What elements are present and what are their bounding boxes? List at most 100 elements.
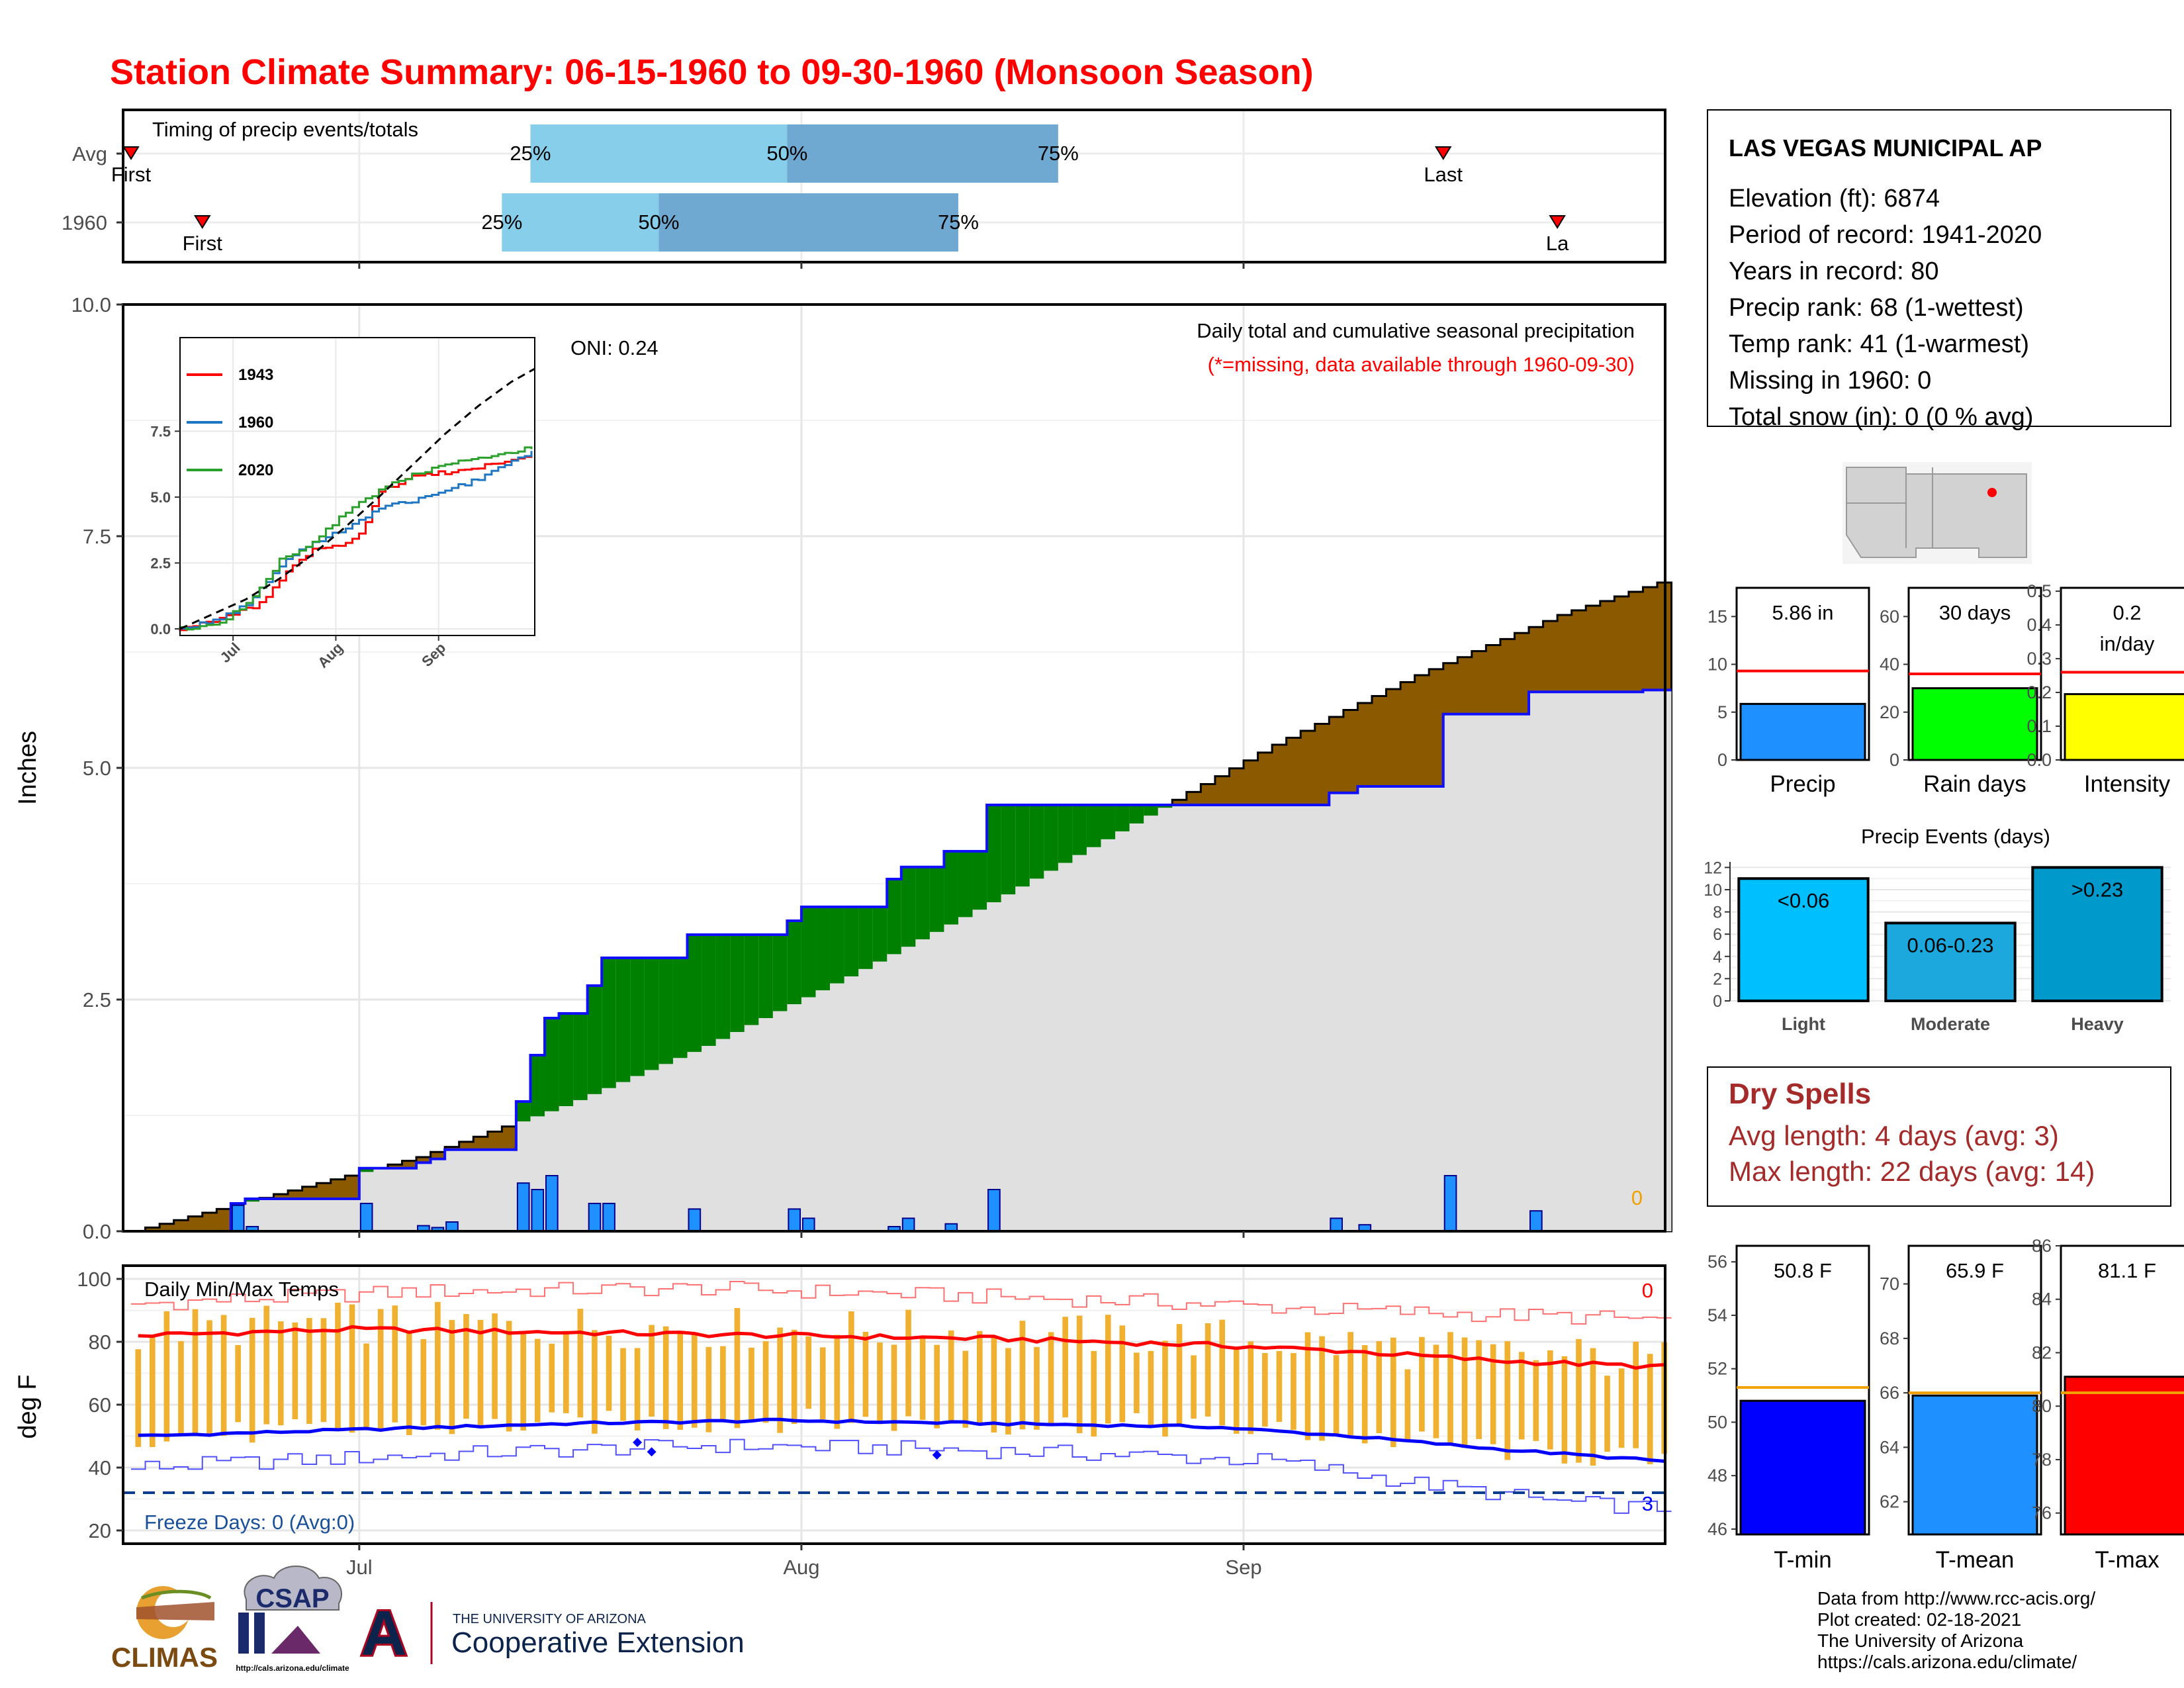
above-average-segment (672, 958, 688, 1058)
precip-ytick-label: 10.0 (71, 293, 111, 316)
oni-label: ONI: 0.24 (570, 336, 659, 359)
summary-ytick-label: 60 (1880, 606, 1899, 626)
daily-precip-bar (1330, 1217, 1343, 1233)
daily-temp-bar (620, 1348, 626, 1421)
daily-temp-bar (805, 1336, 812, 1409)
above-average-segment (801, 907, 816, 998)
summary-ytick-label: 0.3 (2026, 649, 2052, 669)
daily-temp-bar (1034, 1346, 1040, 1430)
daily-precip-bar (445, 1221, 459, 1232)
record-low-line (131, 1438, 1672, 1514)
temp-chart-title: Daily Min/Max Temps (144, 1278, 339, 1301)
daily-temp-bar (192, 1309, 199, 1434)
summary-ytick-label: 80 (2032, 1396, 2052, 1416)
daily-temp-bar (1390, 1337, 1396, 1448)
summary-ytick-label: 0.1 (2026, 716, 2052, 736)
inset-series-2020 (179, 446, 533, 631)
daily-temp-bar (662, 1326, 669, 1429)
above-average-segment (530, 1055, 545, 1117)
summary-value-label: 0.2 (2113, 601, 2141, 624)
precip-event-ytick: 4 (1713, 948, 1722, 966)
precip-event-bar (1884, 921, 2017, 1003)
summary-ytick-label: 0 (1889, 750, 1899, 770)
summary-ytick-label: 0 (1717, 750, 1727, 770)
above-average-segment (987, 805, 1001, 902)
below-average-tmin-point (633, 1438, 643, 1447)
daily-temp-bar (1590, 1348, 1596, 1466)
precip-corner-count: 0 (1631, 1186, 1643, 1209)
timing-p50-label: 50% (638, 211, 679, 234)
daily-temp-bar (934, 1344, 940, 1429)
above-average-segment (1001, 805, 1016, 895)
above-average-segment (915, 867, 930, 939)
timing-last-label: La (1546, 232, 1569, 255)
daily-precip-bar (901, 1217, 915, 1233)
precip-events-title: Precip Events (days) (1861, 825, 2050, 848)
daily-temp-bar (435, 1301, 441, 1430)
precip-ytick-label: 7.5 (83, 525, 111, 548)
daily-temp-bar (1504, 1341, 1511, 1460)
above-average-segment (758, 935, 773, 1018)
daily-temp-bar (834, 1335, 841, 1429)
above-average-segment (559, 1013, 574, 1106)
above-average-segment (659, 958, 673, 1064)
temp-ytick-label: 80 (89, 1331, 111, 1354)
daily-temp-bar (1233, 1347, 1240, 1434)
timing-label: Timing of precip events/totals (152, 118, 418, 141)
above-average-segment (602, 958, 616, 1088)
daily-temp-bar (1604, 1376, 1610, 1452)
timing-first-marker (122, 146, 140, 160)
daily-temp-bar (991, 1337, 997, 1433)
summary-value-label: 30 days (1939, 601, 2011, 624)
daily-temp-bar (392, 1305, 398, 1423)
above-average-segment (844, 907, 859, 976)
summary-bar-t-min (1739, 1399, 1866, 1536)
ua-line-1: THE UNIVERSITY OF ARIZONA (453, 1612, 647, 1626)
above-average-segment (787, 921, 801, 1004)
summary-ytick-label: 50 (1707, 1412, 1727, 1432)
timing-range-25-50 (530, 124, 788, 183)
daily-precip-bar (1529, 1210, 1543, 1232)
footer-line-1: Data from http://www.rcc-acis.org/ (1817, 1588, 2095, 1609)
daily-temp-bar (534, 1338, 541, 1423)
above-average-segment (615, 958, 631, 1082)
summary-ytick-label: 40 (1880, 655, 1899, 675)
above-average-segment (245, 1199, 259, 1202)
temp-count-top: 0 (1642, 1279, 1653, 1302)
daily-temp-bar (577, 1309, 584, 1418)
year-cumulative-area (131, 690, 1672, 1231)
avg-tmin-line (138, 1417, 1664, 1463)
daily-temp-bar (976, 1331, 983, 1425)
locator-map (1843, 462, 2032, 564)
inset-ytick-label: 0.0 (150, 621, 171, 637)
daily-temp-bar (677, 1333, 684, 1430)
inset-series-1960 (179, 451, 533, 630)
inset-average-line (179, 367, 535, 630)
station-line-4: Precip rank: 68 (1-wettest) (1729, 294, 2024, 322)
above-average-segment (772, 935, 788, 1011)
daily-temp-bar (506, 1321, 512, 1432)
summary-ytick-label: 48 (1707, 1466, 1727, 1485)
above-average-segment (1029, 805, 1044, 879)
precip-event-ytick: 8 (1713, 904, 1722, 922)
daily-temp-bar (1533, 1360, 1539, 1441)
daily-precip-bar (987, 1189, 1001, 1232)
summary-ytick-label: 10 (1707, 655, 1727, 675)
summary-category-label: Rain days (1923, 771, 2026, 797)
season-temp-panels: 46 48 50 52 54 56 50.8 F T-min 62 64 66 68 70 65.9 F T… (1707, 1236, 2184, 1573)
daily-temp-bar (178, 1341, 184, 1434)
daily-temp-bar (1162, 1340, 1168, 1437)
footer-line-2: Plot created: 02-18-2021 (1817, 1609, 2021, 1630)
footer-text: Data from http://www.rcc-acis.org/ Plot … (1817, 1588, 2095, 1672)
footer-line-4: https://cals.arizona.edu/climate/ (1817, 1652, 2077, 1672)
daily-temp-bar (1376, 1340, 1383, 1434)
csap-wordmark: CSAP (255, 1584, 329, 1613)
record-high-line (131, 1280, 1672, 1325)
summary-ytick-label: 64 (1880, 1437, 1899, 1457)
station-info: LAS VEGAS MUNICIPAL AP Elevation (ft): 6… (1707, 109, 2171, 431)
daily-temp-bar (1447, 1332, 1453, 1444)
daily-temp-bar (1262, 1352, 1268, 1427)
summary-ytick-label: 0.0 (2026, 750, 2052, 770)
daily-temp-bar (1191, 1355, 1197, 1419)
summary-ytick-label: 76 (2032, 1503, 2052, 1523)
